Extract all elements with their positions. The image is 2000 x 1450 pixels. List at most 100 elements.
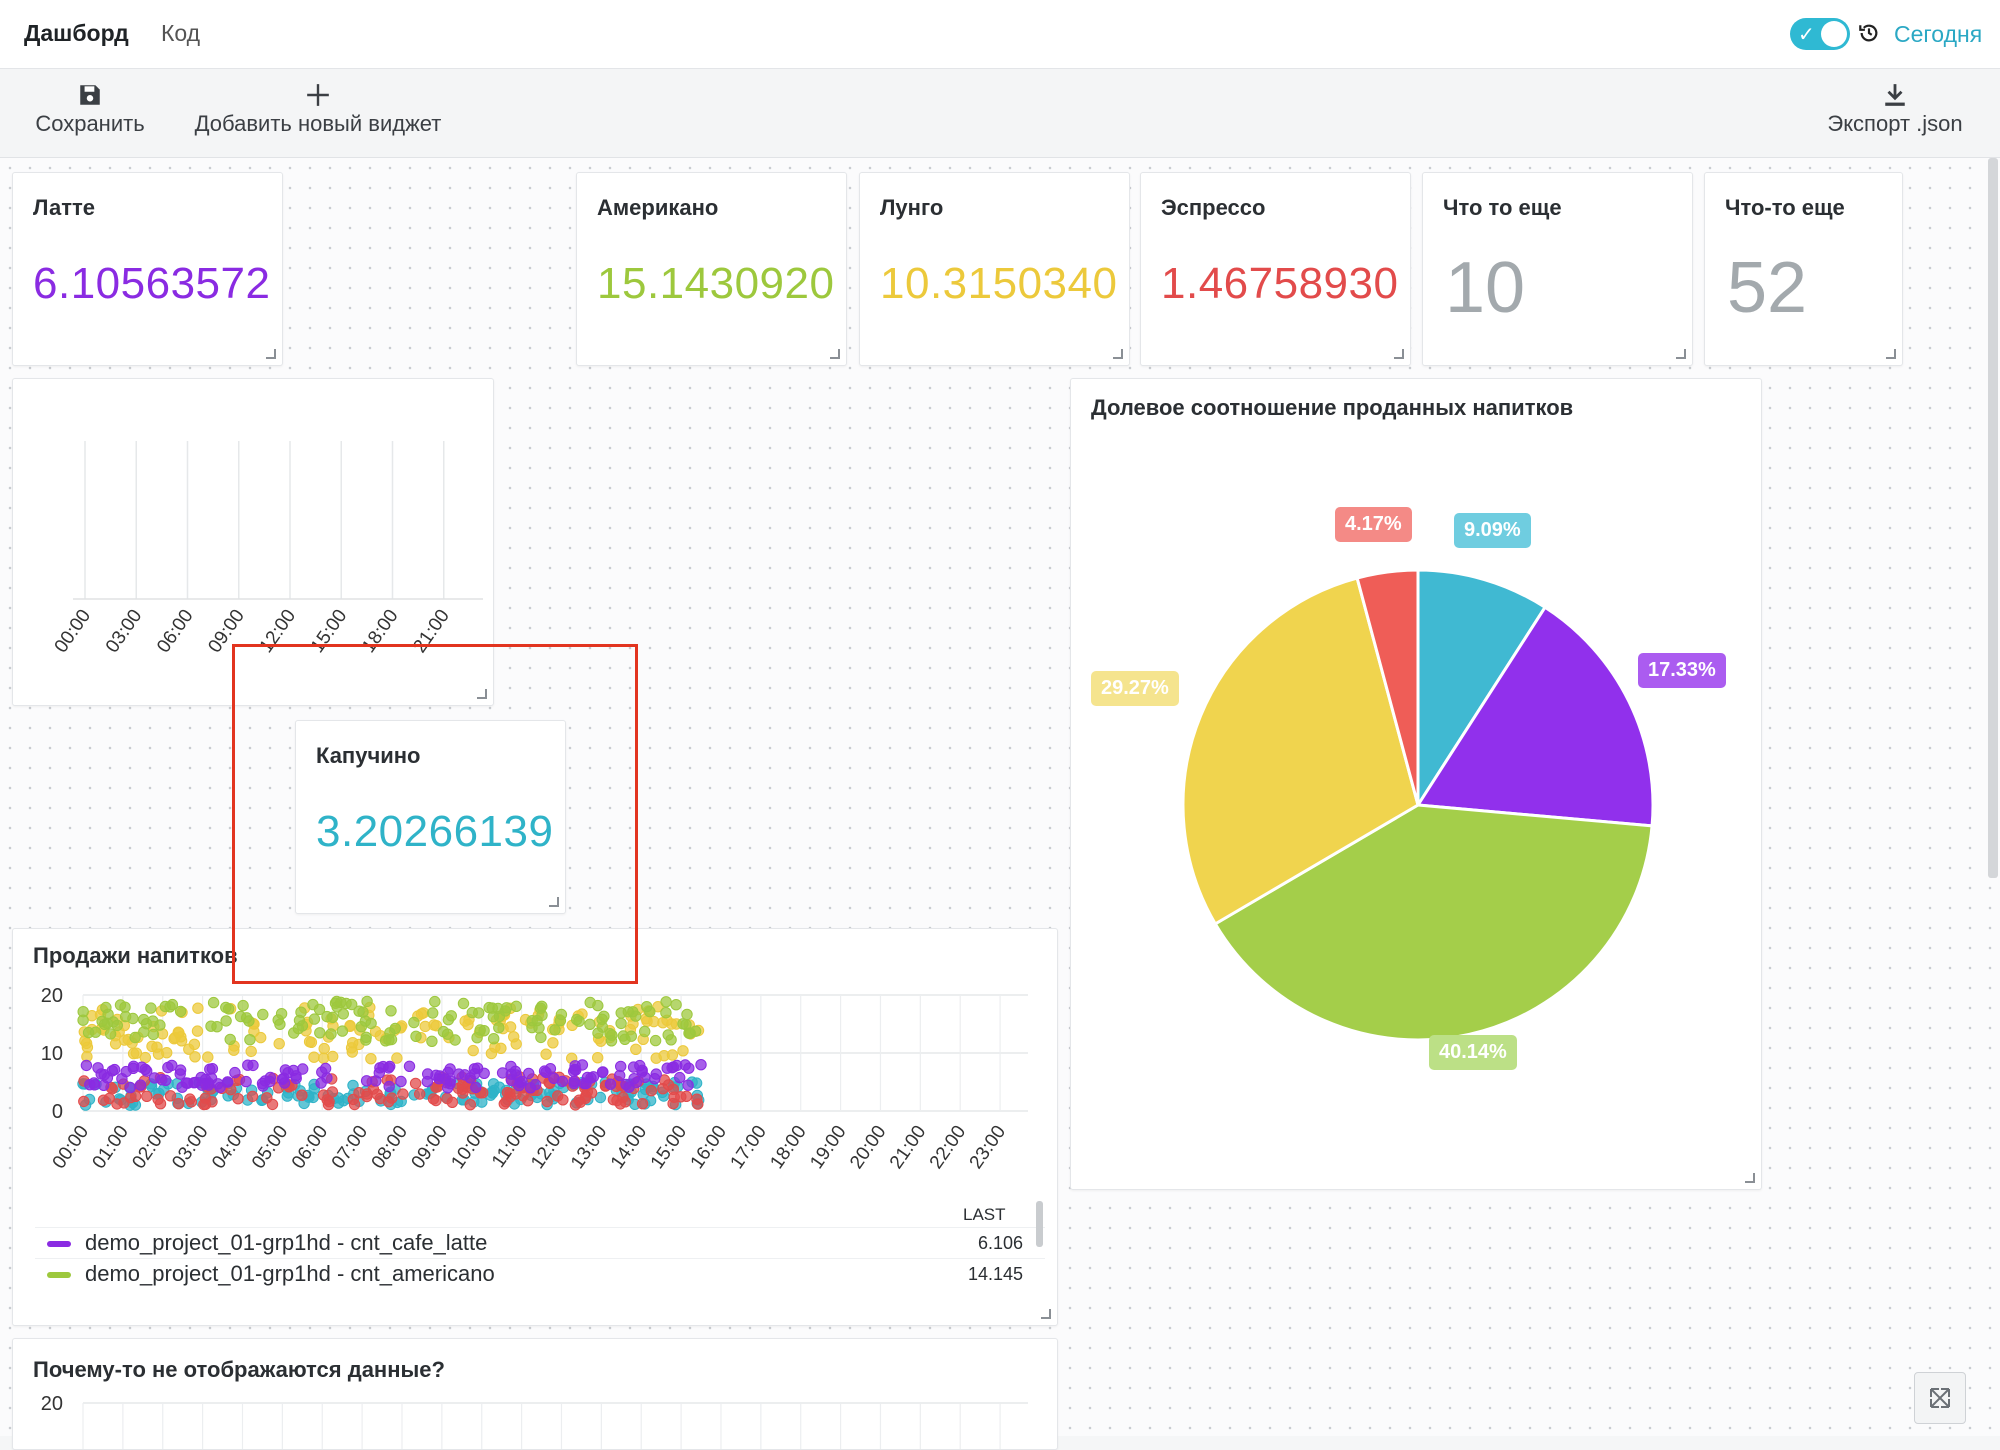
scatter-point	[623, 1081, 635, 1093]
drink-sales-scatter-chart[interactable]: 0 10 20 00:0001:0002:0003:0004:0005:0006:00…	[13, 975, 1057, 1255]
scatter-point	[383, 1080, 395, 1093]
scatter-point	[224, 1033, 236, 1046]
scatter-point	[662, 1029, 674, 1041]
scatter-point	[570, 1064, 582, 1076]
stat-card-other-2[interactable]: Что-то еще 52	[1704, 172, 1903, 366]
scatter-point	[80, 1059, 93, 1072]
scatter-point	[487, 1011, 499, 1023]
export-json-button[interactable]: Экспорт .json	[1818, 79, 1972, 137]
drink-sales-widget[interactable]: Продажи напитков 0 10 20 00:00 01:00 02:00 03:…	[12, 928, 1058, 1326]
add-widget-button[interactable]: Добавить новый виджет	[183, 79, 453, 137]
scatter-point	[427, 1007, 439, 1019]
scatter-point	[100, 1001, 112, 1014]
scatter-point	[549, 1024, 561, 1036]
scatter-point	[326, 1086, 339, 1098]
scatter-point	[319, 1062, 332, 1075]
scatter-point	[162, 1061, 174, 1074]
resize-handle-icon[interactable]	[549, 897, 559, 907]
stat-card-americano[interactable]: Американо 15.1430920	[576, 172, 847, 366]
scatter-point	[346, 998, 358, 1011]
scatter-point	[164, 1090, 177, 1102]
resize-handle-icon[interactable]	[1745, 1173, 1755, 1183]
legend-item[interactable]: demo_project_01-grp1hd - cnt_cafe_latte …	[35, 1227, 1045, 1258]
stat-card-cappuccino[interactable]: Капучино 3.20266139	[295, 720, 566, 914]
scatter-point	[596, 1013, 608, 1025]
scatter-point	[160, 1074, 172, 1087]
stat-card-lungo[interactable]: Лунго 10.3150340	[859, 172, 1130, 366]
scatter-point	[657, 1083, 669, 1095]
save-button[interactable]: Сохранить	[30, 79, 150, 137]
resize-handle-icon[interactable]	[477, 689, 487, 699]
scatter-point	[96, 1015, 108, 1027]
stat-value: 52	[1727, 248, 1808, 328]
scatter-point	[141, 1065, 153, 1077]
scatter-point	[240, 1012, 253, 1024]
fullscreen-button[interactable]	[1914, 1372, 1966, 1424]
history-clock-icon[interactable]	[1858, 22, 1880, 44]
resize-handle-icon[interactable]	[1113, 349, 1123, 359]
page-scrollbar[interactable]	[1988, 158, 1998, 878]
stat-card-other-1[interactable]: Что то еще 10	[1422, 172, 1693, 366]
scatter-point	[332, 1097, 345, 1109]
legend-scrollbar[interactable]	[1036, 1201, 1043, 1247]
scatter-point	[592, 1027, 604, 1039]
scatter-point	[89, 1026, 102, 1038]
resize-handle-icon[interactable]	[1676, 349, 1686, 359]
pie-slice-1	[1415, 605, 1655, 828]
x-tick-label: 19:00	[806, 1122, 850, 1173]
resize-handle-icon[interactable]	[1886, 349, 1896, 359]
resize-handle-icon[interactable]	[1041, 1309, 1051, 1319]
x-tick-label: 00:00	[49, 1122, 93, 1173]
scatter-point	[410, 1030, 422, 1042]
scatter-point	[119, 1001, 131, 1013]
scatter-point	[223, 1003, 235, 1015]
legend-swatch	[47, 1241, 71, 1247]
x-tick-label: 12:00	[527, 1122, 571, 1173]
scatter-point	[336, 1025, 349, 1037]
scatter-point	[207, 996, 220, 1009]
legend-item[interactable]: demo_project_01-grp1hd - cnt_americano 1…	[35, 1258, 1045, 1289]
scatter-point	[536, 1009, 548, 1021]
scatter-point	[323, 1095, 335, 1108]
stat-card-latte[interactable]: Латте 6.10563572	[12, 172, 283, 366]
scatter-point	[660, 996, 672, 1008]
scatter-point	[189, 1076, 202, 1089]
scatter-point	[680, 1090, 693, 1103]
scatter-point	[237, 999, 249, 1012]
scatter-point	[446, 1096, 458, 1109]
scatter-point	[649, 1034, 662, 1047]
drink-share-pie-chart[interactable]	[1071, 379, 1761, 1189]
tab-dashboard[interactable]: Дашборд	[24, 20, 129, 46]
y-tick-label: 0	[52, 1101, 63, 1123]
scatter-point	[419, 1020, 431, 1033]
scatter-point	[141, 1090, 153, 1103]
save-icon	[80, 85, 100, 105]
drink-share-widget[interactable]: Долевое соотношение проданных напитков 9…	[1070, 378, 1762, 1190]
scatter-point	[604, 1078, 617, 1090]
scatter-point	[365, 1053, 377, 1065]
scatter-point	[485, 1047, 498, 1060]
chart-title: Долевое соотношение проданных напитков	[1091, 395, 1574, 420]
scatter-point	[636, 1064, 648, 1077]
x-tick-label: 10:00	[447, 1122, 491, 1173]
stat-value: 10.3150340	[880, 259, 1118, 308]
scatter-point	[325, 1028, 337, 1040]
scatter-point	[148, 1072, 161, 1084]
scatter-point	[441, 1028, 454, 1040]
scatter-point	[645, 1085, 657, 1097]
tab-code[interactable]: Код	[161, 20, 201, 46]
auto-refresh-toggle[interactable]: ✓	[1790, 18, 1850, 50]
resize-handle-icon[interactable]	[830, 349, 840, 359]
empty-timeseries-widget[interactable]: 00:00 03:00 06:00 09:00 12:00 15:00 18:00 21:00	[12, 378, 494, 706]
save-label: Сохранить	[35, 111, 145, 136]
scatter-point	[228, 1044, 240, 1056]
scatter-point	[327, 1011, 339, 1023]
x-tick-label: 17:00	[726, 1122, 770, 1173]
resize-handle-icon[interactable]	[1394, 349, 1404, 359]
today-range-link[interactable]: Сегодня	[1894, 21, 1983, 47]
scatter-point	[421, 1075, 433, 1088]
resize-handle-icon[interactable]	[266, 349, 276, 359]
no-data-widget[interactable]: Почему-то не отображаются данные? 20	[12, 1338, 1058, 1450]
stat-card-espresso[interactable]: Эспрессо 1.46758930	[1140, 172, 1411, 366]
scatter-point	[329, 997, 342, 1009]
